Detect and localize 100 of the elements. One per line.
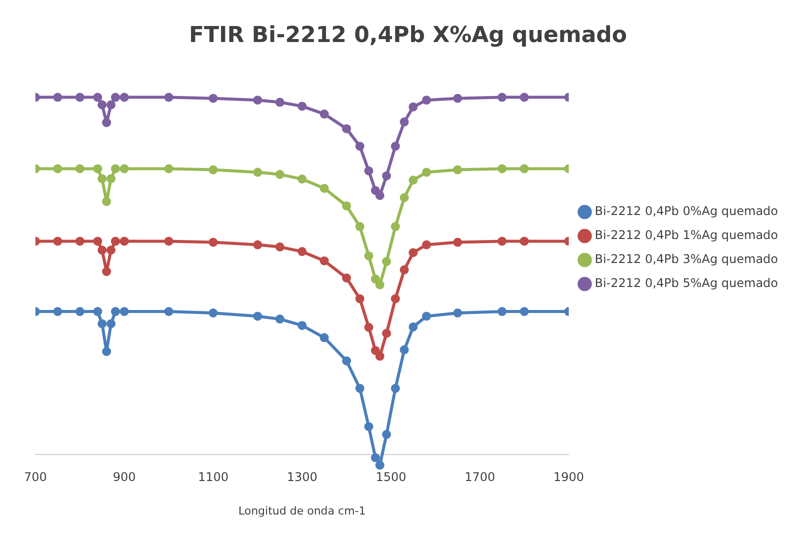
point (102, 118, 112, 128)
point (382, 328, 392, 338)
point (110, 307, 120, 316)
point (408, 102, 418, 112)
point (520, 307, 529, 316)
point (110, 92, 120, 102)
point (400, 193, 409, 202)
point (253, 96, 262, 105)
point (75, 92, 84, 102)
point (498, 164, 507, 174)
x-tick-label: 1700 (464, 470, 496, 484)
point (208, 238, 218, 247)
point (275, 314, 284, 324)
point (106, 246, 116, 255)
point (110, 164, 120, 174)
point (320, 184, 329, 193)
point (400, 117, 409, 126)
point (320, 333, 329, 342)
point (98, 100, 107, 110)
legend-label: Bi-2212 0,4Pb 0%Ag quemado (594, 204, 778, 218)
legend-label: Bi-2212 0,4Pb 5%Ag quemado (594, 276, 778, 290)
x-tick-label: 700 (24, 470, 47, 484)
point (375, 190, 384, 200)
point (400, 345, 409, 354)
x-axis-title: Longitud de onda cm-1 (238, 504, 366, 518)
legend-label: Bi-2212 0,4Pb 3%Ag quemado (594, 252, 778, 266)
point (98, 174, 107, 184)
point (342, 201, 352, 210)
point (400, 265, 409, 274)
point (75, 307, 84, 316)
point (120, 92, 129, 102)
point (390, 384, 400, 393)
point (75, 236, 84, 246)
point (382, 171, 392, 180)
point (342, 273, 352, 282)
point (106, 100, 116, 110)
point (102, 347, 112, 356)
point (53, 307, 62, 316)
point (275, 242, 284, 252)
point (520, 92, 529, 102)
point (422, 240, 432, 250)
point (275, 170, 284, 179)
point (375, 352, 384, 361)
point (208, 94, 218, 103)
point (298, 174, 307, 184)
point (102, 197, 112, 206)
point (93, 92, 102, 102)
point (120, 307, 129, 316)
point (253, 312, 262, 321)
point (364, 251, 374, 260)
point (275, 98, 284, 107)
point (370, 453, 380, 462)
point (208, 165, 218, 174)
point (355, 142, 364, 151)
point (355, 294, 364, 304)
point (106, 174, 116, 184)
point (164, 307, 174, 316)
point (498, 307, 507, 316)
point (520, 236, 529, 246)
point (375, 460, 384, 470)
point (355, 222, 364, 232)
point (298, 102, 307, 111)
point (98, 319, 107, 328)
x-tick-label: 1300 (286, 470, 318, 484)
point (422, 312, 432, 321)
point (408, 322, 418, 332)
point (382, 430, 392, 439)
point (364, 422, 374, 432)
point (370, 274, 380, 284)
point (253, 240, 262, 250)
point (364, 166, 374, 176)
point (370, 186, 380, 195)
point (208, 308, 218, 318)
point (375, 280, 384, 290)
point (390, 294, 400, 304)
point (164, 92, 174, 102)
point (498, 236, 507, 246)
point (370, 346, 380, 355)
point (298, 247, 307, 256)
point (453, 94, 462, 103)
point (98, 246, 107, 255)
point (93, 307, 102, 316)
point (53, 236, 62, 246)
point (53, 164, 62, 174)
point (93, 164, 102, 174)
point (390, 142, 400, 151)
legend-label: Bi-2212 0,4Pb 1%Ag quemado (594, 228, 778, 242)
x-tick-label: 900 (112, 470, 136, 484)
point (298, 320, 307, 330)
point (408, 176, 418, 185)
point (53, 92, 62, 102)
point (453, 165, 462, 174)
point (342, 124, 352, 134)
point (453, 238, 462, 247)
point (320, 110, 329, 119)
point (342, 356, 352, 366)
point (120, 236, 129, 246)
x-tick-label: 1100 (198, 470, 228, 484)
point (382, 257, 392, 266)
point (253, 168, 262, 177)
